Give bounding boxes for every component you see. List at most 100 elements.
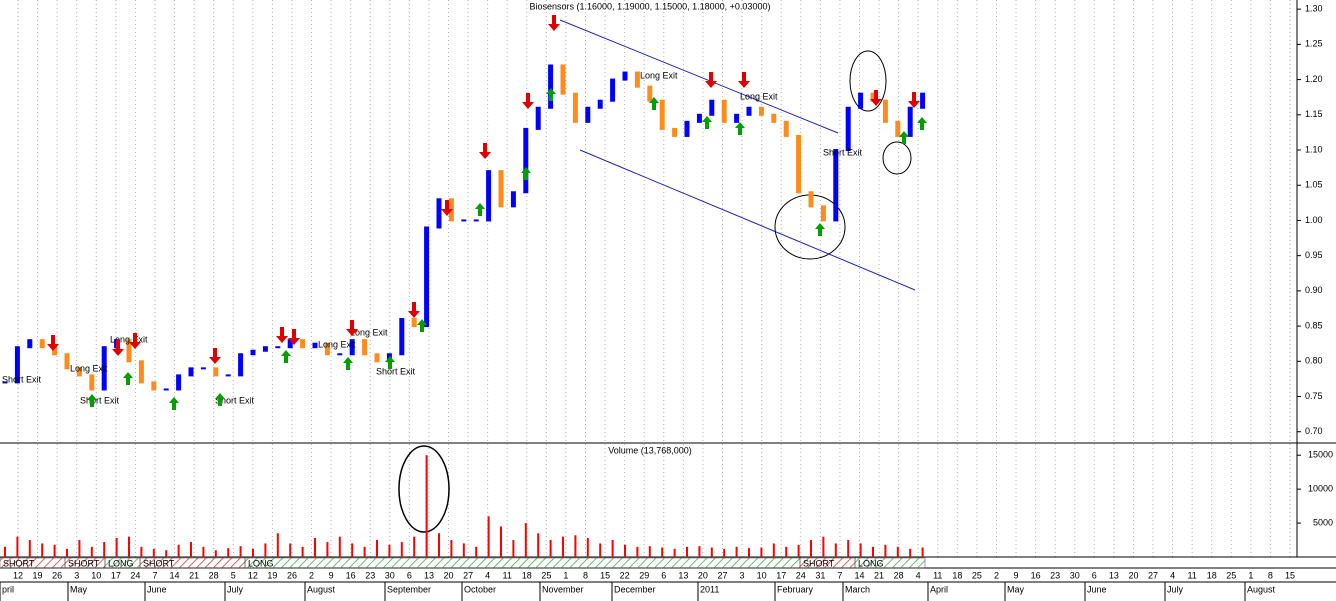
y-tick-label: 1.25	[1305, 39, 1323, 49]
day-label: 14	[854, 570, 864, 580]
day-label: 31	[815, 570, 825, 580]
volume-bar	[785, 546, 788, 557]
volume-bar	[537, 533, 540, 557]
price-bar	[151, 381, 157, 391]
buy-arrow	[702, 116, 712, 129]
price-bar	[461, 219, 467, 222]
trend-line	[559, 19, 839, 134]
price-bar	[312, 342, 318, 349]
sell-arrow	[129, 333, 141, 349]
price-bar	[436, 198, 442, 229]
price-bar	[845, 106, 851, 152]
month-label: December	[614, 584, 656, 594]
month-label: July	[1167, 584, 1184, 594]
volume-bar	[289, 543, 292, 557]
price-bar	[101, 346, 107, 391]
price-bar	[411, 318, 417, 328]
volume-bar	[884, 544, 887, 557]
annotation: Long Exit	[350, 327, 388, 337]
price-bar	[473, 219, 479, 222]
volume-bar	[214, 550, 217, 557]
trend-line	[579, 149, 916, 291]
signal-band	[244, 557, 801, 569]
price-bar	[138, 360, 144, 384]
y-tick-label: 0.70	[1305, 426, 1323, 436]
volume-bar	[872, 546, 874, 557]
price-bar	[907, 106, 913, 137]
price-bar	[585, 106, 591, 123]
volume-bar	[686, 546, 688, 557]
volume-bar	[425, 455, 428, 557]
day-label: 4	[485, 570, 490, 580]
volume-bar	[190, 542, 192, 557]
volume-bar	[276, 533, 279, 557]
price-bar	[523, 127, 529, 194]
circle-mark	[849, 50, 887, 112]
price-bar	[76, 367, 82, 377]
volume-bar	[90, 546, 93, 557]
annotation: Short Exit	[2, 374, 42, 384]
day-label: 12	[248, 570, 258, 580]
volume-bar	[909, 548, 912, 557]
volume-bar	[413, 536, 416, 557]
sell-arrow	[112, 340, 124, 356]
volume-bar	[772, 543, 775, 557]
volume-bar	[586, 538, 589, 557]
price-bar	[498, 170, 504, 208]
buy-arrow	[546, 88, 556, 101]
circle-mark	[882, 141, 912, 175]
price-bar	[52, 346, 58, 356]
volume-bar	[735, 546, 738, 557]
day-label: 15	[600, 570, 610, 580]
buy-arrow	[815, 223, 825, 236]
price-bar	[486, 170, 492, 222]
volume-bar	[797, 544, 800, 557]
price-bar	[424, 226, 430, 328]
sell-arrow	[209, 348, 221, 364]
volume-bar	[921, 547, 924, 557]
price-bar	[238, 353, 244, 377]
volume-bar	[624, 544, 626, 557]
price-bar	[300, 339, 306, 349]
price-bar	[27, 339, 33, 349]
price-bar	[287, 339, 293, 349]
price-bar	[895, 120, 901, 137]
volume-bar	[165, 550, 168, 557]
day-label: 6	[661, 570, 666, 580]
signal-label: SHORT	[143, 558, 175, 568]
buy-arrow	[281, 350, 291, 363]
circle-mark	[398, 445, 450, 533]
volume-bar	[822, 536, 825, 557]
volume-bar	[4, 546, 6, 557]
annotation: Short Exit	[376, 366, 416, 376]
price-bar	[882, 99, 888, 123]
day-label: 10	[91, 570, 101, 580]
signal-label: LONG	[248, 558, 274, 568]
price-bar	[337, 353, 343, 356]
signal-band	[854, 557, 926, 569]
volume-bar	[227, 548, 230, 557]
volume-bar	[363, 546, 366, 557]
day-label: 27	[1148, 570, 1158, 580]
day-label: 3	[740, 570, 745, 580]
price-bar	[746, 106, 752, 116]
month-label: July	[227, 584, 244, 594]
price-bar	[684, 120, 690, 137]
price-bar	[213, 367, 219, 377]
day-label: 25	[541, 570, 551, 580]
day-label: 24	[796, 570, 806, 580]
price-bar	[808, 191, 814, 208]
price-bar	[833, 149, 839, 222]
volume-bar	[103, 542, 106, 557]
buy-arrow	[475, 203, 485, 216]
volume-bar	[549, 540, 552, 557]
y-tick-label: 5000	[1313, 517, 1333, 527]
volume-bar	[611, 540, 614, 557]
volume-bar	[599, 543, 602, 557]
day-label: 19	[267, 570, 277, 580]
y-tick-label: 0.90	[1305, 285, 1323, 295]
day-label: 14	[170, 570, 180, 580]
day-label: 25	[972, 570, 982, 580]
price-bar	[721, 99, 727, 123]
